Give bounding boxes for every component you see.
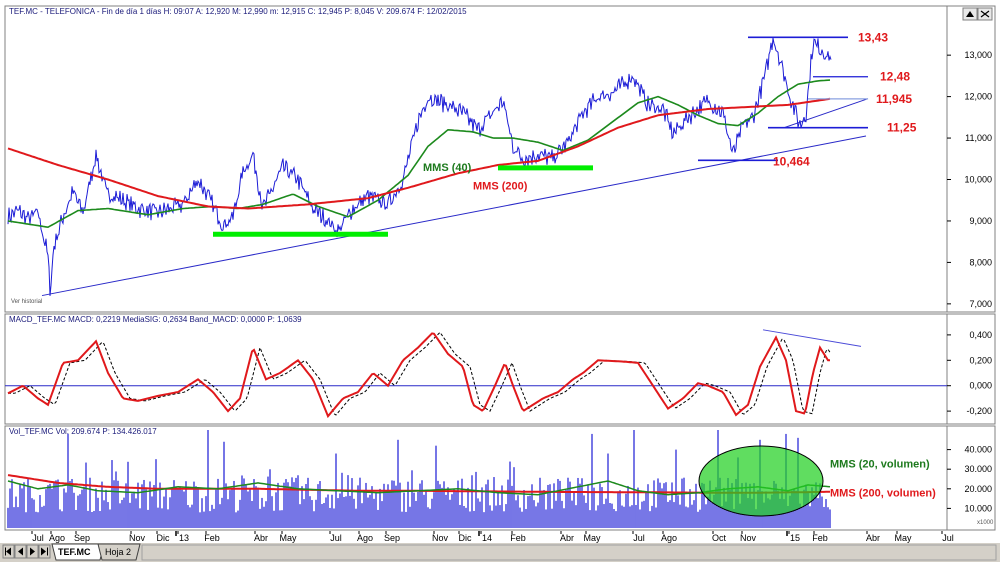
price-axis-panel: [946, 5, 996, 313]
ma200-line: [7, 97, 831, 210]
price-y-tick-label: 11,000: [965, 133, 992, 143]
x-month-label: Jul: [330, 533, 342, 543]
price-panel-title: TEF.MC - TELEFONICA - Fin de día 1 días …: [9, 7, 467, 16]
x-month-label: Feb: [510, 533, 526, 543]
price-y-tick-label: 7,000: [969, 299, 992, 309]
price-y-tick-label: 13,000: [964, 50, 992, 60]
macd-axis-panel: [946, 313, 996, 425]
x-axis: Jul Ago Sep Nov Dic 13 Feb Abr May Jul Ago Sep Nov Di…: [31, 531, 954, 543]
macd-y-tick-label: -0,200: [966, 406, 992, 416]
macd-signal-line: [8, 331, 831, 416]
x-month-label: Feb: [204, 533, 220, 543]
x-month-label: Abr: [866, 533, 880, 543]
ma40-line: [7, 79, 831, 229]
sheet-tab-hoja2-label: Hoja 2: [105, 547, 131, 557]
volume-panel-title: Vol_TEF.MC Vol: 209.674 P: 134.426.017: [9, 427, 157, 436]
volume-y-axis: 40.000 30.000 20.000 10.000: [947, 445, 992, 513]
level-label-11-945: 11,945: [876, 92, 912, 106]
price-panel: [4, 5, 948, 313]
x-axis-strip: [5, 531, 995, 543]
x-month-label: 13: [179, 533, 189, 543]
x-month-label: Abr: [560, 533, 574, 543]
x-month-label: Ago: [357, 533, 373, 543]
x-month-label: Nov: [432, 533, 449, 543]
x-month-label: Oct: [712, 533, 727, 543]
volume-plot-area: MMS (20, volumen) MMS (200, volumen): [7, 430, 936, 528]
tab-nav-first-button[interactable]: [2, 544, 15, 559]
x-month-label: May: [894, 533, 912, 543]
ma40-annotation: MMS (40): [423, 162, 472, 174]
panel-up-arrow-button[interactable]: [962, 7, 978, 21]
volume-highlight-ellipse: [698, 445, 824, 517]
volume-y-tick-label: 30.000: [964, 464, 992, 474]
volume-y-tick-label: 40.000: [964, 445, 992, 455]
macd-panel-title: MACD_TEF.MC MACD: 0,2219 MediaSIG: 0,263…: [9, 315, 302, 324]
x-month-label: 15: [790, 533, 800, 543]
x-month-label: Jul: [32, 533, 44, 543]
volume-ma20-annotation: MMS (20, volumen): [830, 458, 930, 470]
x-month-label: Dic: [459, 533, 472, 543]
x-month-label: Dic: [157, 533, 170, 543]
tab-nav-next-button[interactable]: [26, 544, 39, 559]
x-month-label: May: [279, 533, 297, 543]
long-term-trendline: [41, 135, 867, 297]
price-y-tick-label: 10,000: [964, 175, 992, 185]
x-month-label: 14: [482, 533, 492, 543]
x-month-label: Nov: [129, 533, 146, 543]
ma200-annotation: MMS (200): [473, 181, 528, 193]
x-month-label: Feb: [812, 533, 828, 543]
sheet-tab-hoja2[interactable]: Hoja 2: [97, 543, 141, 561]
macd-y-tick-label: 0,200: [969, 355, 992, 365]
volume-ma20-line: [7, 480, 831, 496]
price-y-tick-label: 12,000: [964, 92, 992, 102]
x-month-label: Jul: [942, 533, 954, 543]
price-y-tick-label: 9,000: [969, 216, 992, 226]
sheet-tab-tef[interactable]: TEF.MC: [51, 543, 105, 561]
price-plot-area: 13,43 12,48 11,945 11,25 10,464 MMS (40)MMS (…: [7, 30, 917, 297]
x-month-label: Sep: [74, 533, 90, 543]
price-y-axis: 7,000 8,000 9,000 10,000 11,000 12,000 13,000: [947, 50, 992, 309]
short-term-trendline: [783, 98, 869, 129]
macd-y-axis: 0,400 0,200 0,000 -0,200: [947, 330, 992, 416]
x-month-label: Jul: [633, 533, 645, 543]
x-month-label: May: [583, 533, 601, 543]
tab-nav-last-button[interactable]: [38, 544, 51, 559]
macd-y-tick-label: 0,400: [969, 330, 992, 340]
volume-axis-panel: [946, 425, 996, 531]
x-month-label: Ago: [49, 533, 65, 543]
sheet-tab-tef-label: TEF.MC: [58, 547, 91, 557]
panel-close-button[interactable]: [977, 7, 993, 21]
macd-divergence-line: [762, 329, 862, 347]
volume-y-tick-label: 20.000: [964, 484, 992, 494]
horizontal-scrollbar[interactable]: [141, 544, 997, 561]
x-month-label: Ago: [661, 533, 677, 543]
level-label-12-48: 12,48: [880, 70, 910, 84]
watermark-label: Ver historial: [11, 299, 42, 305]
tab-nav-prev-button[interactable]: [14, 544, 27, 559]
volume-ma200-annotation: MMS (200, volumen): [830, 488, 936, 500]
volume-scale-note: x1000: [977, 520, 994, 526]
x-month-label: Nov: [740, 533, 757, 543]
x-month-label: Abr: [254, 533, 268, 543]
level-label-11-25: 11,25: [887, 121, 917, 135]
level-label-10-464: 10,464: [773, 154, 810, 168]
price-y-tick-label: 8,000: [969, 257, 992, 267]
volume-y-tick-label: 10.000: [964, 503, 992, 513]
x-month-label: Sep: [384, 533, 400, 543]
macd-y-tick-label: 0,000: [969, 381, 992, 391]
level-label-13-43: 13,43: [858, 30, 888, 44]
macd-line: [7, 332, 830, 419]
macd-plot-area: [5, 329, 947, 419]
